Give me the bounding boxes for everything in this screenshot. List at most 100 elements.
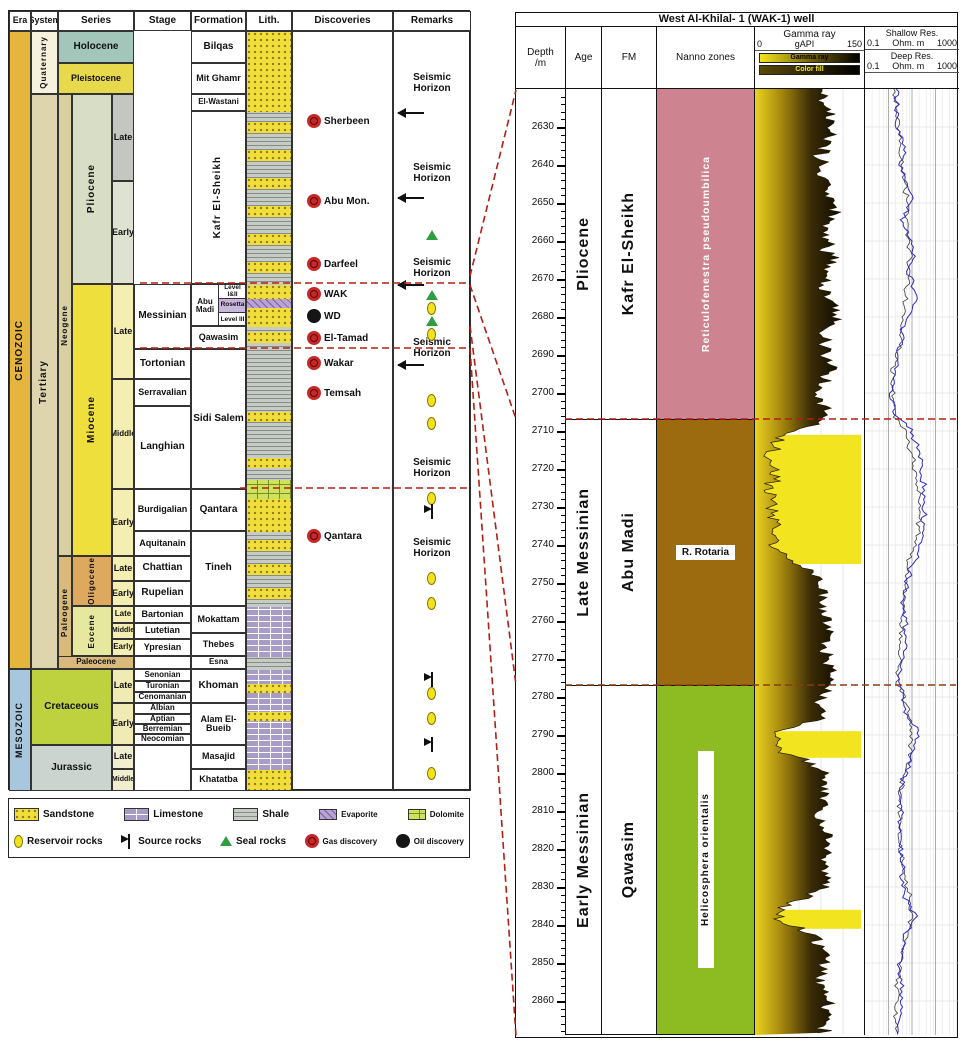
subsystem-paleogene: Paleogene [58, 556, 72, 669]
header-discoveries: Discoveries [292, 11, 393, 31]
lith-sandstone [247, 458, 291, 468]
depth-tick [561, 681, 565, 683]
depth-tick [557, 279, 565, 281]
resistivity-track [865, 89, 959, 1035]
depth-label: 2710 [531, 425, 554, 436]
lith-sandstone [247, 770, 291, 790]
depth-label: 2640 [531, 159, 554, 170]
depth-tick [557, 621, 565, 623]
depth-tick [561, 1023, 565, 1025]
depth-tick [561, 598, 565, 600]
stage-cenomanian: Cenomanian [134, 692, 191, 703]
reservoir-rock-icon [427, 572, 436, 585]
depth-tick [561, 286, 565, 288]
depth-tick [561, 780, 565, 782]
depth-tick [557, 507, 565, 509]
depth-label: 2690 [531, 349, 554, 360]
correlation-dashed-line [469, 89, 517, 277]
oligocene-late: Late [112, 556, 134, 581]
cretaceous-early: Early [112, 703, 134, 745]
seal-rock-icon [426, 316, 438, 326]
series-pleistocene: Pleistocene [58, 63, 134, 94]
lith-shale [247, 657, 291, 670]
reservoir-rock-icon [427, 328, 436, 341]
depth-tick [561, 651, 565, 653]
legend-shale: Shale [233, 807, 289, 821]
header-lith: Lith. [246, 11, 292, 31]
formation-el-wastani: El-Wastani [191, 94, 246, 111]
correlation-dashed-line [469, 347, 517, 1037]
depth-label: 2740 [531, 539, 554, 550]
gas-discovery-icon [307, 331, 321, 345]
discovery-wak: WAK [307, 287, 347, 301]
depth-tick [561, 195, 565, 197]
depth-tick [561, 689, 565, 691]
depth-tick [557, 963, 565, 965]
formation-mokattam: Mokattam [191, 606, 246, 633]
series-miocene: Miocene [72, 284, 112, 556]
gas-discovery-icon [307, 257, 321, 271]
gas-discovery-icon [307, 194, 321, 208]
gas-discovery-icon [307, 386, 321, 400]
well-title: West Al-Khilal- 1 (WAK-1) well [516, 13, 957, 27]
stage-ypresian: Ypresian [134, 639, 191, 656]
system-jurassic: Jurassic [31, 745, 112, 791]
depth-tick [557, 1001, 565, 1003]
stage-turonian: Turonian [134, 681, 191, 692]
stage-chattian: Chattian [134, 556, 191, 581]
seismic-horizon-label: Seismic Horizon [413, 72, 451, 94]
cretaceous-late: Late [112, 669, 134, 703]
discovery-sherbeen: Sherbeen [307, 114, 370, 128]
nanno-zone: Helicosphera orientalis [657, 685, 754, 1035]
stage-lutetian: Lutetian [134, 623, 191, 639]
discovery-darfeel: Darfeel [307, 257, 358, 271]
depth-tick [561, 742, 565, 744]
seismic-horizon-label: Seismic Horizon [413, 337, 451, 359]
depth-tick [561, 666, 565, 668]
lith-dolomite [247, 480, 291, 490]
reservoir-rock-icon [427, 767, 436, 780]
depth-tick [561, 818, 565, 820]
depth-label: 2680 [531, 311, 554, 322]
depth-tick [561, 1016, 565, 1018]
legend-limestone: Limestone [124, 807, 203, 821]
correlation-dashed-line [469, 325, 517, 686]
legend-dolomite: Dolomite [407, 808, 464, 820]
depth-label: 2830 [531, 881, 554, 892]
source-rock-icon [424, 672, 437, 687]
oil-discovery-icon [307, 309, 321, 323]
gas-discovery-icon [304, 834, 319, 848]
seal-rock-icon [426, 230, 438, 240]
system-quaternary: Quaternary [31, 31, 58, 94]
depth-tick [561, 491, 565, 493]
dolomite-swatch [407, 808, 426, 820]
era-cenozoic: CENOZOIC [9, 31, 31, 669]
depth-tick [561, 309, 565, 311]
resistivity-curves [865, 89, 959, 1035]
depth-label: 2650 [531, 197, 554, 208]
fm-track: Kafr El-Sheikh Abu Madi Qawasim [602, 89, 657, 1035]
header-gamma: Gamma ray 0 gAPI 150 Gamma ray Color fill [755, 27, 865, 89]
reservoir-rock-icon [427, 597, 436, 610]
depth-tick [561, 940, 565, 942]
seismic-arrow-icon [397, 360, 424, 370]
abu-madi-level-3: Level III [218, 313, 245, 325]
depth-tick [561, 1031, 565, 1033]
depth-tick [561, 978, 565, 980]
gas-discovery-icon [307, 356, 321, 370]
depth-tick [557, 545, 565, 547]
formation-khatatba: Khatatba [191, 769, 246, 791]
discoveries-column: Sherbeen Abu Mon. Darfeel WAK WD El-Tama… [292, 31, 393, 791]
depth-label: 2820 [531, 843, 554, 854]
header-depth: Depth /m [516, 27, 566, 89]
discovery-abu-mon: Abu Mon. [307, 194, 370, 208]
depth-label: 2800 [531, 767, 554, 778]
deep-res-title: Deep Res. [890, 50, 934, 61]
depth-tick [561, 104, 565, 106]
depth-tick [561, 947, 565, 949]
header-formation: Formation [191, 11, 246, 31]
formation-bilqas: Bilqas [191, 31, 246, 63]
depth-tick [561, 225, 565, 227]
depth-tick [557, 165, 565, 167]
depth-tick [561, 871, 565, 873]
